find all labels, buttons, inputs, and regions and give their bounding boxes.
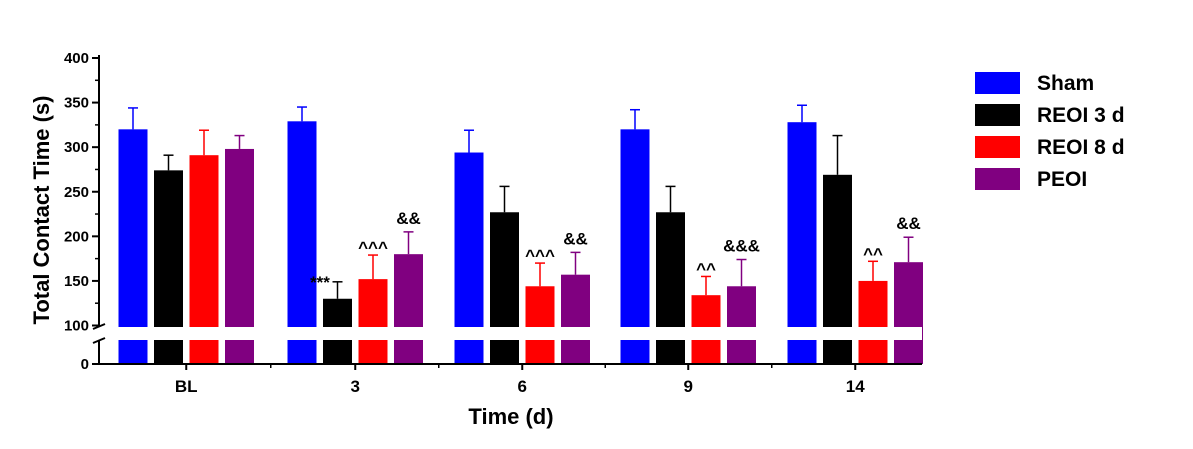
x-tick-label: BL (175, 377, 198, 396)
bar (620, 129, 650, 364)
bar (525, 286, 555, 364)
legend-label: REOI 8 d (1037, 136, 1125, 159)
legend-label: REOI 3 d (1037, 104, 1125, 127)
axis-break (93, 327, 922, 340)
axis-break-band (93, 327, 922, 340)
bar (490, 212, 519, 364)
bar (858, 280, 888, 364)
y-tick-label: 200 (64, 228, 89, 245)
bar (394, 254, 423, 364)
y-tick-label: 350 (64, 95, 89, 112)
significance-label: && (896, 214, 921, 233)
legend-swatch (975, 168, 1020, 190)
bar (358, 279, 388, 364)
y-tick-label: 100 (64, 318, 89, 335)
bar (727, 286, 756, 364)
legend-swatch (975, 104, 1020, 126)
y-tick-label: 150 (64, 273, 89, 290)
y-tick-label: 0 (81, 356, 89, 373)
significance-label: ^^^ (358, 238, 388, 257)
legend-label: PEOI (1037, 168, 1087, 191)
labels: 0 100 150 200 250 300 350 400 BL 3 6 9 14 Time (d) Tot… (29, 50, 921, 429)
axes (92, 55, 922, 370)
bar (894, 262, 923, 364)
x-tick-label: 3 (351, 377, 360, 396)
x-tick-label: 6 (518, 377, 527, 396)
y-tick-label: 250 (64, 184, 89, 201)
bar (656, 212, 685, 364)
significance-label: ^^ (863, 244, 883, 263)
y-axis-title: Total Contact Time (s) (29, 96, 54, 325)
legend-label: Sham (1037, 72, 1094, 95)
bars-layer (118, 104, 923, 364)
y-tick-label: 300 (64, 139, 89, 156)
axis-break-slash (92, 337, 106, 344)
bar (561, 274, 590, 364)
significance-label: ^^ (696, 259, 716, 278)
x-tick-label: 9 (684, 377, 693, 396)
significance-label: && (563, 229, 588, 248)
significance-label: &&& (723, 237, 760, 256)
significance-label: ^^^ (525, 246, 555, 265)
significance-label: *** (310, 273, 330, 292)
legend-swatch (975, 72, 1020, 94)
bar (787, 122, 817, 364)
x-axis-title: Time (d) (468, 404, 553, 429)
legend-swatch (975, 136, 1020, 158)
significance-label: && (396, 209, 421, 228)
legend: Sham REOI 3 d REOI 8 d PEOI (975, 72, 1125, 191)
x-tick-label: 14 (846, 377, 865, 396)
bar (118, 129, 148, 364)
bar (287, 121, 317, 364)
y-tick-label: 400 (64, 50, 89, 67)
